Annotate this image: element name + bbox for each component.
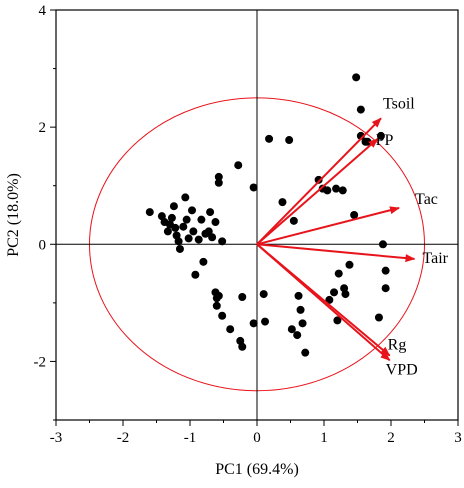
data-point [265, 134, 274, 143]
x-axis-title: PC1 (69.4%) [215, 461, 299, 478]
y-axis-ticks: -2 0 2 4 [34, 3, 56, 421]
data-point [188, 206, 197, 215]
vector-label-rg: Rg [388, 337, 407, 354]
data-point [191, 270, 200, 279]
data-point [211, 218, 220, 227]
loading-vector-tac [256, 206, 401, 246]
data-point [174, 237, 183, 246]
data-point [214, 172, 223, 181]
zero-lines [56, 10, 458, 420]
points-layer [145, 73, 390, 357]
loading-vector-tair [256, 243, 416, 263]
data-point [341, 290, 350, 299]
data-point [169, 202, 178, 211]
data-point [345, 260, 354, 269]
data-point [249, 319, 258, 328]
x-tick-label: -1 [184, 430, 197, 446]
y-tick-label: 2 [39, 120, 47, 136]
data-point [301, 348, 310, 357]
data-point [194, 235, 203, 244]
data-point [208, 233, 217, 242]
data-point [218, 311, 227, 320]
data-point [350, 211, 359, 219]
data-point [361, 137, 370, 146]
x-tick-label: 0 [253, 430, 261, 446]
data-point [323, 186, 332, 195]
data-point [381, 284, 390, 293]
data-point [167, 213, 176, 222]
data-point [294, 291, 303, 300]
loading-vector-vpd [256, 243, 391, 362]
data-point [330, 288, 339, 297]
data-point [333, 316, 342, 325]
x-tick-label: -2 [117, 430, 130, 446]
data-point [212, 301, 221, 310]
data-point [278, 198, 287, 207]
vectors-layer: Tsoil PP Tac Tair Rg VPD [256, 95, 449, 378]
data-point [179, 222, 188, 231]
data-point [325, 295, 334, 304]
x-axis-ticks: -3 -2 -1 0 1 2 3 [50, 420, 462, 446]
data-point [338, 186, 347, 195]
loading-vector-pp [256, 138, 379, 246]
data-point [332, 184, 341, 193]
data-point [204, 227, 213, 236]
data-point [356, 105, 365, 114]
data-point [234, 161, 243, 170]
data-point [378, 240, 387, 249]
data-point [287, 325, 296, 334]
y-tick-label: 0 [39, 237, 47, 253]
data-point [293, 331, 302, 340]
data-point [249, 183, 258, 192]
data-point [289, 216, 298, 225]
data-point [181, 193, 190, 202]
data-point [163, 227, 172, 236]
data-point [197, 215, 206, 224]
data-point [259, 290, 268, 299]
data-point [296, 305, 305, 314]
data-point [314, 175, 323, 184]
x-tick-label: -3 [50, 430, 63, 446]
data-point [334, 269, 343, 278]
vector-label-tair: Tair [422, 250, 448, 267]
data-point [298, 319, 307, 328]
x-tick-label: 2 [387, 430, 395, 446]
data-point [214, 178, 223, 187]
data-point [199, 257, 208, 266]
y-tick-label: -2 [34, 354, 47, 370]
data-point [145, 208, 154, 217]
data-point [184, 234, 193, 243]
x-tick-label: 1 [320, 430, 328, 446]
data-point [175, 244, 184, 253]
data-point [352, 73, 361, 82]
vector-label-pp: PP [376, 132, 394, 149]
loading-vector-tsoil [256, 117, 382, 245]
data-point [376, 131, 385, 140]
data-point [381, 266, 390, 275]
data-point [214, 291, 223, 300]
data-point [374, 313, 383, 322]
y-tick-label: 4 [39, 3, 47, 19]
data-point [238, 342, 247, 351]
data-point [182, 215, 191, 224]
x-tick-label: 3 [454, 430, 462, 446]
data-point [206, 208, 215, 217]
vector-label-tsoil: Tsoil [383, 95, 415, 112]
data-point [171, 223, 180, 232]
data-point [285, 136, 294, 145]
data-point [226, 325, 235, 334]
vector-label-vpd: VPD [386, 361, 418, 378]
data-point [261, 317, 270, 326]
vector-label-tac: Tac [415, 191, 438, 208]
data-point [238, 293, 247, 301]
data-point [218, 237, 227, 246]
data-point [189, 227, 198, 236]
y-axis-title: PC2 (18.0%) [5, 173, 22, 257]
